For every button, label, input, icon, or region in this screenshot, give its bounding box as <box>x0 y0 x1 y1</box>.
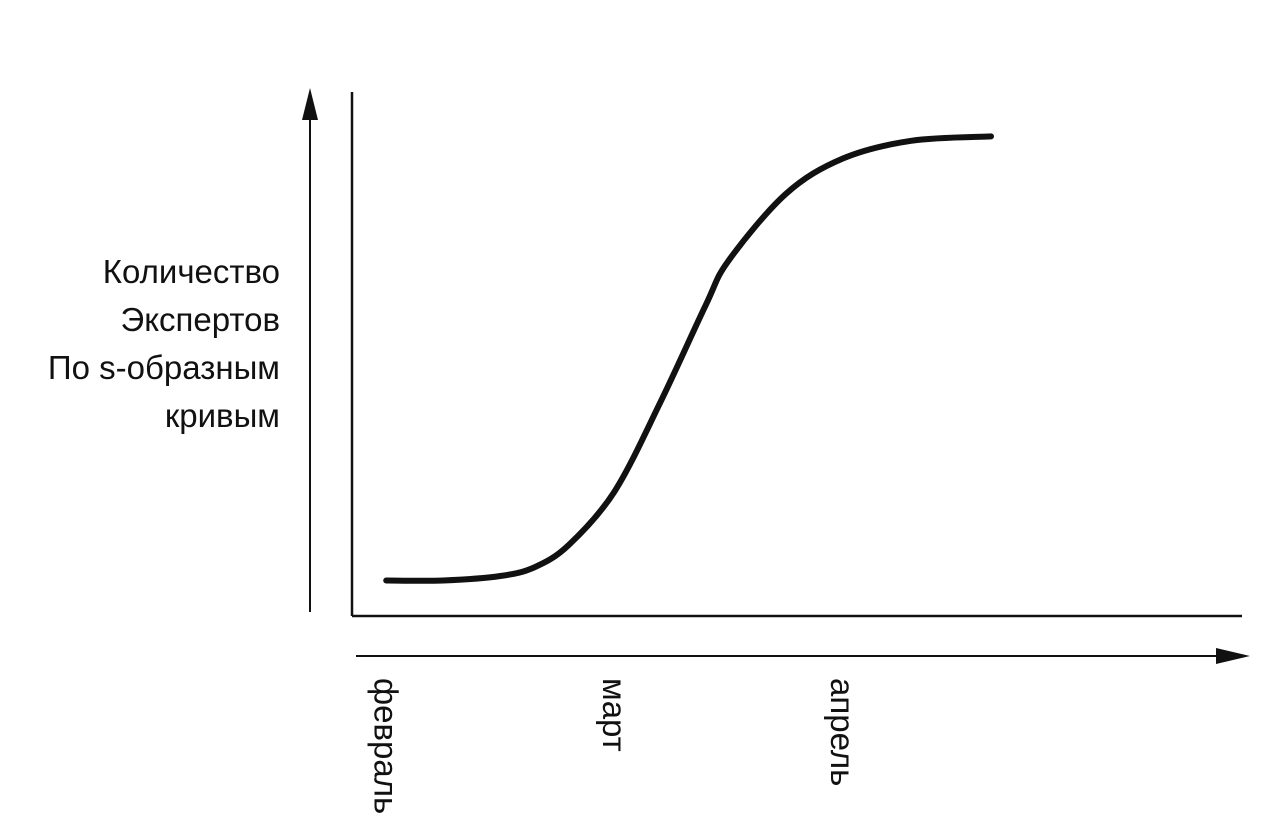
y-label-line-4: кривым <box>164 397 280 434</box>
x-tick-label-march: март <box>595 678 633 752</box>
y-label-line-1: Количество <box>102 253 280 290</box>
x-arrow-head <box>1216 648 1250 664</box>
y-label-line-2: Экспертов <box>120 301 280 338</box>
y-arrow-head <box>302 88 318 120</box>
y-axis-label: Количество Экспертов По s-образным кривы… <box>48 248 280 440</box>
s-curve-line <box>383 133 994 584</box>
y-label-line-3: По s-образным <box>47 349 280 386</box>
x-tick-label-april: апрель <box>824 678 862 787</box>
x-tick-label-february: февраль <box>367 678 405 815</box>
